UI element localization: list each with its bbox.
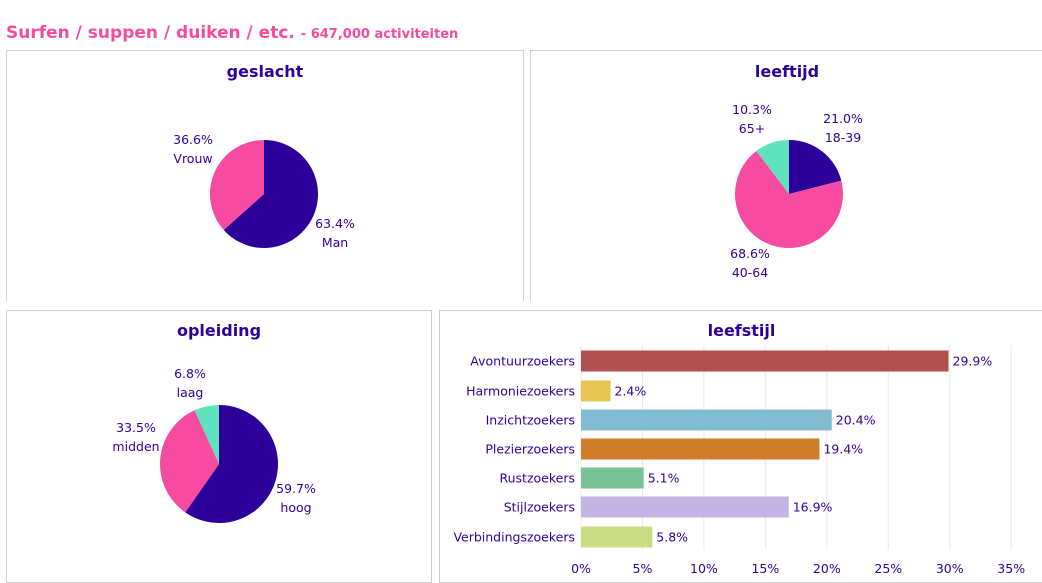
pie-slice-midden: [159, 410, 219, 513]
bar-value-label: 2.4%: [615, 384, 647, 399]
panel-leeftijd: leeftijd: [530, 50, 1042, 301]
bar-value-label: 20.4%: [836, 413, 876, 428]
category-label: Rustzoekers: [500, 471, 576, 486]
pie-slice-man: [223, 140, 318, 249]
category-label: Stijlzoekers: [504, 500, 575, 515]
slice-percent-label: 68.6%: [730, 246, 770, 261]
bar-value-label: 16.9%: [793, 500, 833, 515]
bar-rustzoekers: [581, 467, 644, 489]
x-tick-label: 35%: [997, 561, 1025, 576]
pie-slice-18-39: [789, 140, 842, 194]
x-tick-label: 30%: [936, 561, 964, 576]
x-tick-label: 5%: [633, 561, 653, 576]
category-label: Harmoniezoekers: [466, 384, 575, 399]
x-tick-label: 15%: [751, 561, 779, 576]
slice-name-label: 65+: [739, 121, 765, 136]
slice-name-label: midden: [112, 439, 159, 454]
slice-percent-label: 6.8%: [174, 366, 206, 381]
category-label: Verbindingszoekers: [453, 530, 575, 545]
slice-name-label: laag: [177, 385, 204, 400]
bar-stijlzoekers: [581, 496, 789, 518]
x-tick-label: 0%: [571, 561, 591, 576]
slice-percent-label: 63.4%: [315, 216, 355, 231]
category-label: Avontuurzoekers: [470, 354, 575, 369]
x-tick-label: 10%: [690, 561, 718, 576]
slice-name-label: Man: [322, 235, 348, 250]
bar-avontuurzoekers: [581, 350, 949, 372]
x-tick-label: 20%: [813, 561, 841, 576]
panel-geslacht: geslacht: [6, 50, 524, 301]
slice-name-label: Vrouw: [173, 151, 212, 166]
pie-slice-vrouw: [210, 140, 264, 230]
category-label: Inzichtzoekers: [486, 413, 575, 428]
bar-verbindingszoekers: [581, 526, 653, 548]
pie-slice-laag: [194, 405, 219, 464]
chart-title: geslacht: [226, 62, 304, 81]
slice-percent-label: 10.3%: [732, 102, 772, 117]
page-subtitle: - 647,000 activiteiten: [300, 27, 459, 42]
chart-title: leefstijl: [707, 321, 776, 340]
x-tick-label: 25%: [874, 561, 902, 576]
chart-title: opleiding: [176, 321, 262, 340]
slice-percent-label: 36.6%: [173, 132, 213, 147]
bar-plezierzoekers: [581, 438, 820, 460]
slice-percent-label: 59.7%: [276, 481, 316, 496]
slice-name-label: 18-39: [825, 130, 861, 145]
bar-value-label: 29.9%: [953, 354, 993, 369]
pie-slice-65-: [756, 140, 789, 194]
bar-value-label: 5.1%: [648, 471, 680, 486]
slice-percent-label: 21.0%: [823, 111, 863, 126]
slice-name-label: hoog: [280, 500, 311, 515]
chart-title: leeftijd: [754, 62, 820, 81]
slice-percent-label: 33.5%: [116, 420, 156, 435]
page-title: Surfen / suppen / duiken / etc. - 647,00…: [6, 23, 458, 43]
bar-value-label: 5.8%: [656, 530, 688, 545]
bar-harmoniezoekers: [581, 380, 611, 402]
pie-slice-40-64: [735, 150, 843, 248]
bar-inzichtzoekers: [581, 409, 832, 431]
pie-slice-hoog: [185, 405, 278, 523]
slice-name-label: 40-64: [732, 265, 768, 280]
page-title-text: Surfen / suppen / duiken / etc.: [6, 23, 295, 43]
category-label: Plezierzoekers: [485, 442, 575, 457]
bar-value-label: 19.4%: [823, 442, 863, 457]
